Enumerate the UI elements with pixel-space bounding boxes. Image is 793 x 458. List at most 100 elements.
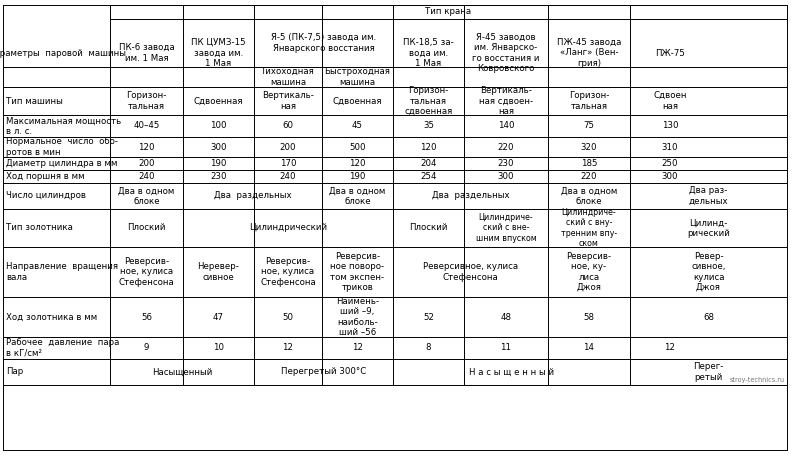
Text: Наимень-
ший –9,
наиболь-
ший –56: Наимень- ший –9, наиболь- ший –56 (336, 297, 379, 337)
Text: Два раз-
дельных: Два раз- дельных (688, 186, 728, 206)
Text: Направление  вращения
вала: Направление вращения вала (6, 262, 118, 282)
Text: Два в одном
блоке: Два в одном блоке (561, 186, 617, 206)
Text: Неревер-
сивное: Неревер- сивное (197, 262, 239, 282)
Text: Плоский: Плоский (409, 224, 448, 233)
Text: Цилиндрический: Цилиндрический (249, 224, 327, 233)
Text: Сдвоен
ная: Сдвоен ная (653, 91, 687, 111)
Text: 230: 230 (498, 159, 514, 168)
Text: 60: 60 (282, 121, 293, 131)
Text: 58: 58 (584, 312, 595, 322)
Text: 220: 220 (580, 172, 597, 181)
Text: Горизон-
тальная
сдвоенная: Горизон- тальная сдвоенная (404, 86, 453, 116)
Text: ПК ЦУМЗ-15
завода им.
1 Мая: ПК ЦУМЗ-15 завода им. 1 Мая (191, 38, 246, 68)
Text: Реверсивное, кулиса
Стефенсона: Реверсивное, кулиса Стефенсона (423, 262, 518, 282)
Text: Два в одном
блоке: Два в одном блоке (329, 186, 385, 206)
Text: Число цилиндров: Число цилиндров (6, 191, 86, 201)
Text: Сдвоенная: Сдвоенная (193, 97, 243, 105)
Text: Горизон-
тальная: Горизон- тальная (569, 91, 609, 111)
Text: 254: 254 (420, 172, 437, 181)
Text: 120: 120 (349, 159, 366, 168)
Text: Нормальное  число  обо-
ротов в мин: Нормальное число обо- ротов в мин (6, 137, 118, 157)
Text: 50: 50 (282, 312, 293, 322)
Text: Сдвоенная: Сдвоенная (333, 97, 382, 105)
Text: 35: 35 (423, 121, 434, 131)
Text: 12: 12 (352, 344, 363, 353)
Text: 300: 300 (661, 172, 678, 181)
Text: 310: 310 (661, 142, 678, 152)
Text: Цилиндриче-
ский с вне-
шним впуском: Цилиндриче- ский с вне- шним впуском (476, 213, 536, 243)
Text: Н а с ы щ е н н ы й: Н а с ы щ е н н ы й (469, 367, 554, 376)
Text: 47: 47 (213, 312, 224, 322)
Text: 68: 68 (703, 312, 714, 322)
Text: Я-45 заводов
им. Январско-
го восстания и
Ковровского: Я-45 заводов им. Январско- го восстания … (473, 33, 540, 73)
Text: Горизон-
тальная: Горизон- тальная (126, 91, 167, 111)
Text: ПЖ-45 завода
«Ланг» (Вен-
грия): ПЖ-45 завода «Ланг» (Вен- грия) (557, 38, 621, 68)
Text: Плоский: Плоский (127, 224, 166, 233)
Text: Ход золотника в мм: Ход золотника в мм (6, 312, 98, 322)
Text: 204: 204 (420, 159, 437, 168)
Text: Параметры  паровой  машины: Параметры паровой машины (0, 49, 125, 58)
Text: Вертикаль-
ная: Вертикаль- ная (262, 91, 314, 111)
Text: ПК-6 завода
им. 1 Мая: ПК-6 завода им. 1 Мая (119, 44, 174, 63)
Text: Перегретый 300°С: Перегретый 300°С (281, 367, 366, 376)
Text: ПЖ-75: ПЖ-75 (655, 49, 685, 58)
Text: Два в одном
блоке: Два в одном блоке (118, 186, 174, 206)
Text: Рабочее  давление  пара
в кГ/см²: Рабочее давление пара в кГ/см² (6, 338, 120, 358)
Text: stroy-technics.ru: stroy-technics.ru (730, 377, 785, 383)
Text: 190: 190 (210, 159, 227, 168)
Text: Ревер-
сивное,
кулиса
Джоя: Ревер- сивное, кулиса Джоя (691, 252, 726, 292)
Text: Два  раздельных: Два раздельных (431, 191, 509, 201)
Text: 240: 240 (138, 172, 155, 181)
Text: 75: 75 (584, 121, 595, 131)
Text: 300: 300 (210, 142, 227, 152)
Text: 140: 140 (498, 121, 514, 131)
Text: 120: 120 (138, 142, 155, 152)
Text: Тип крана: Тип крана (425, 7, 472, 16)
Text: Быстроходная
машина: Быстроходная машина (324, 67, 390, 87)
Text: 9: 9 (144, 344, 149, 353)
Text: 500: 500 (349, 142, 366, 152)
Text: 250: 250 (661, 159, 678, 168)
Text: 40–45: 40–45 (133, 121, 159, 131)
Text: 11: 11 (500, 344, 511, 353)
Text: 100: 100 (210, 121, 227, 131)
Text: Тип машины: Тип машины (6, 97, 63, 105)
Text: 190: 190 (349, 172, 366, 181)
Text: Перег-
ретый: Перег- ретый (693, 362, 724, 382)
Text: Цилиндриче-
ский с вну-
тренним впу-
ском: Цилиндриче- ский с вну- тренним впу- ско… (561, 208, 617, 248)
Text: Тихоходная
машина: Тихоходная машина (261, 67, 315, 87)
Text: 220: 220 (498, 142, 514, 152)
Text: 10: 10 (213, 344, 224, 353)
Text: Реверсив-
ное, ку-
лиса
Джоя: Реверсив- ное, ку- лиса Джоя (566, 252, 611, 292)
Text: Максимальная мощность
в л. с.: Максимальная мощность в л. с. (6, 116, 121, 136)
Text: Вертикаль-
ная сдвоен-
ная: Вертикаль- ная сдвоен- ная (479, 86, 533, 116)
Text: Пар: Пар (6, 367, 23, 376)
Text: 48: 48 (500, 312, 511, 322)
Text: Два  раздельных: Два раздельных (213, 191, 291, 201)
Text: 170: 170 (280, 159, 297, 168)
Text: 12: 12 (282, 344, 293, 353)
Text: 200: 200 (138, 159, 155, 168)
Text: 120: 120 (420, 142, 437, 152)
Text: Цилинд-
рический: Цилинд- рический (687, 218, 730, 238)
Text: 8: 8 (426, 344, 431, 353)
Text: Реверсив-
ное поворо-
том экспен-
триков: Реверсив- ное поворо- том экспен- триков (331, 252, 385, 292)
Text: 230: 230 (210, 172, 227, 181)
Text: 52: 52 (423, 312, 434, 322)
Text: Тип золотника: Тип золотника (6, 224, 73, 233)
Text: 240: 240 (280, 172, 297, 181)
Text: 12: 12 (665, 344, 676, 353)
Text: 45: 45 (352, 121, 363, 131)
Text: 185: 185 (580, 159, 597, 168)
Text: 14: 14 (584, 344, 595, 353)
Text: 200: 200 (280, 142, 297, 152)
Text: Реверсив-
ное, кулиса
Стефенсона: Реверсив- ное, кулиса Стефенсона (260, 257, 316, 287)
Text: 300: 300 (498, 172, 514, 181)
Text: 56: 56 (141, 312, 152, 322)
Text: Я-5 (ПК-7,5) завода им.
Январского восстания: Я-5 (ПК-7,5) завода им. Январского восст… (271, 33, 376, 53)
Text: Насыщенный: Насыщенный (151, 367, 213, 376)
Text: ПК-18,5 за-
вода им.
1 Мая: ПК-18,5 за- вода им. 1 Мая (403, 38, 454, 68)
Text: 130: 130 (661, 121, 678, 131)
Text: Диаметр цилиндра в мм: Диаметр цилиндра в мм (6, 159, 117, 168)
Text: Ход поршня в мм: Ход поршня в мм (6, 172, 85, 181)
